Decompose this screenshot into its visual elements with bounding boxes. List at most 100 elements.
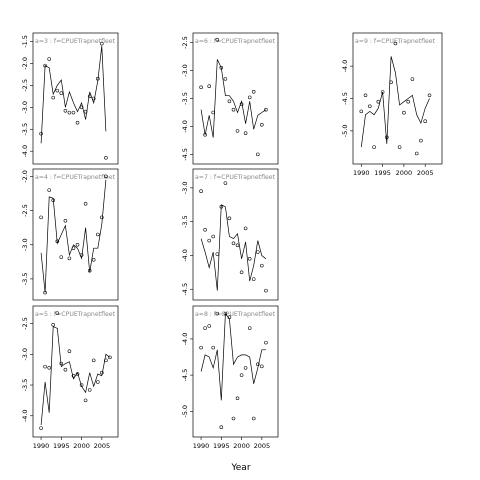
data-point <box>75 243 80 247</box>
data-point <box>243 226 248 231</box>
data-point <box>247 95 252 100</box>
data-point <box>235 129 240 133</box>
data-point <box>256 250 260 254</box>
data-point <box>91 258 96 262</box>
panel-frame <box>192 168 279 301</box>
data-point <box>260 364 264 369</box>
data-point <box>376 99 381 104</box>
data-point <box>211 345 215 350</box>
data-point <box>243 131 248 135</box>
data-point <box>203 228 207 232</box>
data-point <box>59 361 64 366</box>
data-point <box>406 99 410 104</box>
data-point <box>43 63 47 68</box>
fitted-line <box>200 204 267 291</box>
data-point <box>100 215 104 220</box>
data-point <box>71 110 76 115</box>
data-point <box>39 215 43 220</box>
y-tick-label: -1.5 <box>21 35 29 48</box>
data-point <box>79 383 84 387</box>
data-point <box>264 340 268 345</box>
data-point <box>43 364 47 369</box>
panel-strip-label: a=3 : f=CPUETrapnetfleet <box>35 38 116 45</box>
x-tick-label: 2005 <box>417 169 434 177</box>
y-tick-label: -5.0 <box>341 125 349 138</box>
data-point <box>211 234 215 239</box>
data-point <box>75 120 80 125</box>
data-point <box>372 145 376 149</box>
data-point <box>83 202 88 206</box>
data-point <box>207 324 211 328</box>
data-point <box>199 189 203 193</box>
data-point <box>211 110 215 115</box>
panel-7: a=8 : f=CPUETrapnetfleet -4.0 -4.5 -5.0 1990… <box>181 305 279 450</box>
data-point <box>256 152 260 157</box>
data-point <box>251 416 256 421</box>
data-point <box>108 355 112 360</box>
data-point <box>55 88 60 93</box>
y-tick-label: -2.5 <box>181 36 189 49</box>
data-point <box>203 133 207 137</box>
y-tick-label: -4.5 <box>181 369 189 382</box>
data-point <box>207 238 211 243</box>
y-tick-label: -4.5 <box>181 283 189 296</box>
data-point <box>71 374 76 378</box>
panel-1: a=3 : f=CPUETrapnetfleet -1.5 -2.0 -2.5 -3.0… <box>21 32 119 165</box>
data-point <box>47 188 51 192</box>
data-point <box>83 109 88 114</box>
data-point <box>47 366 51 370</box>
data-point <box>83 398 88 403</box>
data-point <box>51 323 55 327</box>
data-point <box>251 277 256 281</box>
data-point <box>91 358 96 363</box>
data-point <box>67 349 72 353</box>
panel-3: a=9 : f=CPUETrapnetfleet -4.0 -4.5 -5.0 1990… <box>341 32 443 177</box>
y-tick-label: -4.0 <box>21 409 29 422</box>
data-point <box>359 109 364 114</box>
data-point <box>47 57 51 61</box>
y-tick-label: -4.0 <box>21 145 29 158</box>
x-tick-label: 1990 <box>353 169 370 177</box>
data-point <box>219 425 224 429</box>
data-point <box>71 246 76 250</box>
panel-5: a=7 : f=CPUETrapnetfleet -3.0 -3.5 -4.0 -4.5 <box>181 168 279 301</box>
y-tick-label: -3.5 <box>21 379 29 392</box>
data-point <box>215 252 220 256</box>
data-point <box>100 41 104 46</box>
x-tick-label: 1995 <box>53 442 70 450</box>
data-point <box>239 373 244 377</box>
data-point <box>223 311 228 316</box>
y-tick-label: -4.0 <box>341 60 349 73</box>
data-point <box>251 90 256 94</box>
data-point <box>59 91 64 95</box>
data-point <box>96 232 100 237</box>
x-tick-label: 1990 <box>193 442 210 450</box>
data-point <box>231 241 236 246</box>
data-point <box>414 151 419 156</box>
data-point <box>67 256 72 261</box>
data-point <box>239 102 244 106</box>
chart-panels: a=3 : f=CPUETrapnetfleet -1.5 -2.0 -2.5 -3.0… <box>21 32 443 450</box>
data-point <box>264 288 268 293</box>
data-point <box>43 290 47 295</box>
data-point <box>427 93 432 98</box>
panel-frame <box>32 168 119 301</box>
y-tick-label: -3.5 <box>21 123 29 136</box>
y-tick-label: -5.0 <box>181 405 189 418</box>
data-point <box>227 315 232 319</box>
y-tick-label: -4.5 <box>341 92 349 105</box>
x-tick-label: 2005 <box>254 442 271 450</box>
x-tick-label: 2000 <box>396 169 413 177</box>
data-point <box>87 388 92 392</box>
data-point <box>215 311 220 316</box>
data-point <box>75 372 80 376</box>
y-tick-label: -3.0 <box>181 182 189 195</box>
data-point <box>67 110 72 115</box>
fitted-line <box>200 59 267 138</box>
data-point <box>363 93 368 98</box>
data-point <box>63 367 68 372</box>
data-point <box>247 326 252 330</box>
x-tick-label: 2000 <box>73 442 90 450</box>
x-tick-label: 1990 <box>33 442 50 450</box>
